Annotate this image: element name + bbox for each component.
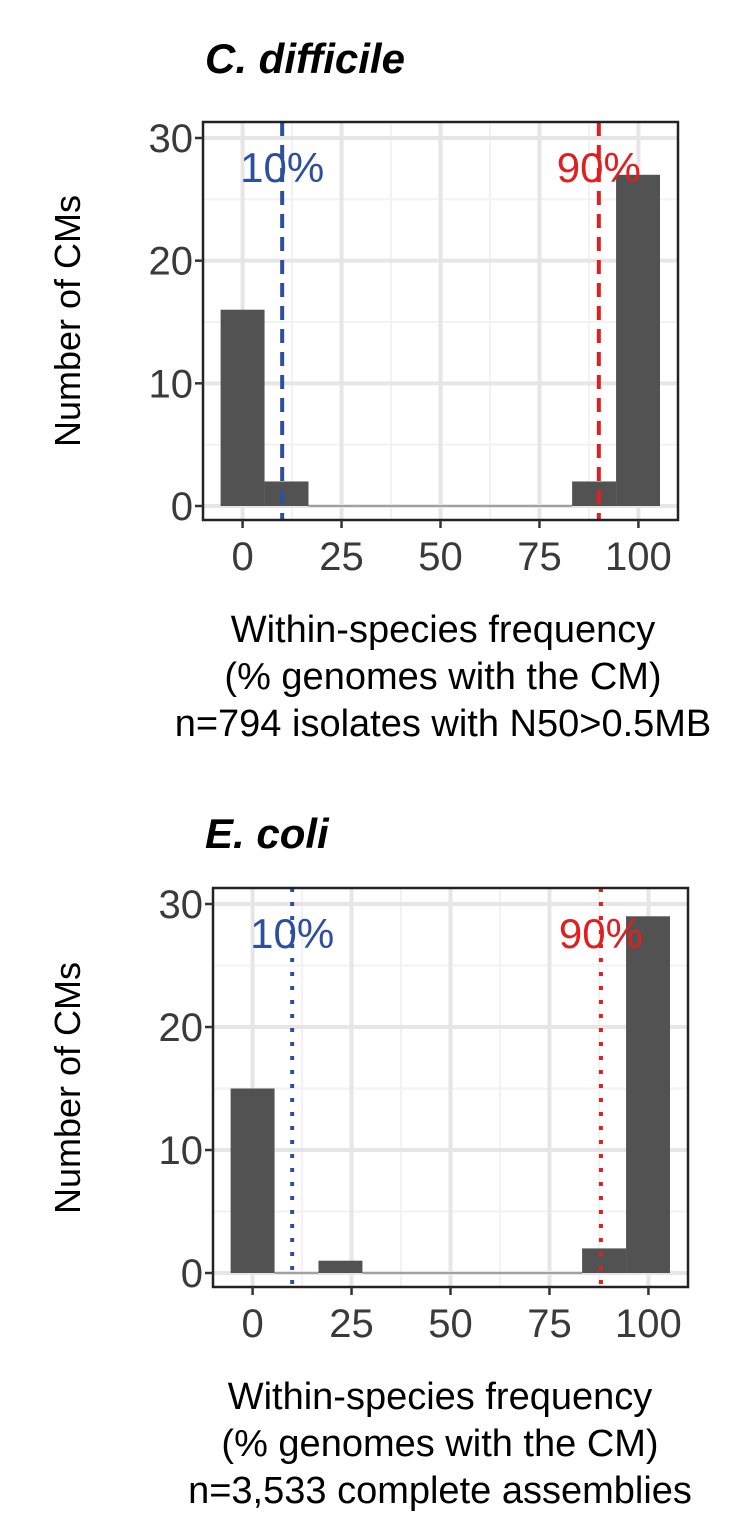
panel-title: E. coli — [205, 810, 330, 857]
x-axis-label-line-2: (% genomes with the CM) — [224, 656, 661, 698]
panel-c-difficile: C. difficile 10% 90% 0 10 20 30 0 25 50 75 100 Num… — [47, 35, 711, 745]
plot-area: 10% 90% 0 10 20 30 0 25 50 75 100 — [159, 883, 690, 1346]
x-axis-label-line-3: n=794 isolates with N50>0.5MB — [175, 703, 712, 745]
y-tick-label: 30 — [159, 883, 204, 927]
x-tick-label: 25 — [329, 1302, 374, 1346]
x-tick-label: 0 — [241, 1302, 263, 1346]
x-tick-label: 75 — [517, 535, 562, 579]
histogram-bar — [264, 481, 309, 506]
plot-area: 10% 90% 0 10 20 30 0 25 50 75 100 — [149, 117, 680, 579]
histogram-bar — [318, 1260, 363, 1273]
histogram-bar — [616, 174, 660, 507]
x-tick-label: 50 — [428, 1302, 473, 1346]
y-tick-label: 20 — [159, 1006, 204, 1050]
y-axis-label: Number of CMs — [47, 195, 88, 447]
y-tick-label: 0 — [181, 1252, 203, 1296]
x-tick-label: 75 — [527, 1302, 572, 1346]
histogram-bar — [572, 481, 617, 506]
y-tick-label: 30 — [149, 117, 194, 161]
y-axis-label: Number of CMs — [47, 962, 88, 1214]
x-tick-label: 25 — [319, 535, 364, 579]
x-tick-label: 100 — [605, 535, 672, 579]
y-tick-label: 10 — [149, 362, 194, 406]
x-axis-label-line-2: (% genomes with the CM) — [221, 1423, 658, 1465]
x-axis-label-line-1: Within-species frequency — [231, 609, 656, 651]
panel-title: C. difficile — [205, 35, 405, 82]
y-tick-label: 20 — [149, 240, 194, 284]
reference-line-label: 10% — [240, 144, 324, 191]
y-tick-label: 10 — [159, 1129, 204, 1173]
reference-line-label: 90% — [557, 144, 641, 191]
histogram-bar — [220, 309, 265, 506]
x-tick-label: 0 — [231, 535, 253, 579]
reference-line-label: 90% — [559, 910, 643, 957]
x-axis-label-line-1: Within-species frequency — [228, 1376, 653, 1418]
x-axis-label-line-3: n=3,533 complete assemblies — [188, 1470, 692, 1512]
histogram-bar — [582, 1248, 627, 1273]
histogram-bar — [230, 1088, 275, 1273]
x-tick-label: 100 — [615, 1302, 682, 1346]
y-tick-label: 0 — [171, 485, 193, 529]
x-tick-label: 50 — [418, 535, 463, 579]
panel-e-coli: E. coli 10% 90% 0 10 20 30 0 25 50 75 100 Number o… — [47, 810, 692, 1512]
histogram-bar — [626, 916, 670, 1273]
reference-line-label: 10% — [250, 910, 334, 957]
